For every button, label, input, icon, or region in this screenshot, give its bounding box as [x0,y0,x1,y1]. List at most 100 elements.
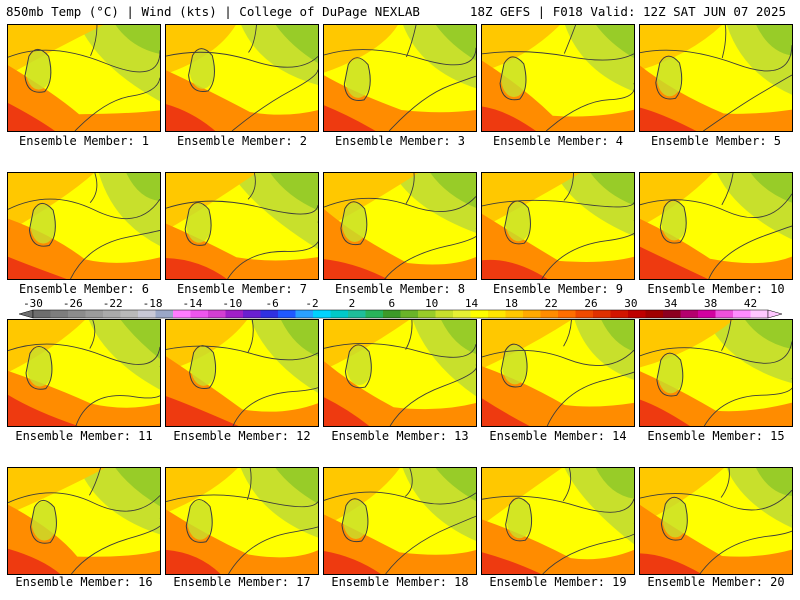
warm-region [482,468,562,526]
cool-region [745,320,792,349]
temperature-map [166,468,318,574]
boundary-line [324,47,476,66]
boundary-line [231,69,318,131]
colorbar-segment [68,310,86,318]
boundary-line [640,489,792,511]
run-valid-time: 18Z GEFS | F018 Valid: 12Z SAT JUN 07 20… [469,4,786,19]
hot-region [482,398,530,426]
colorbar-tick-label: -18 [143,297,163,310]
colorbar-tick-label: 10 [425,297,438,310]
coastline [563,25,577,54]
ensemble-map-panel [639,319,793,427]
boundary-line [324,491,476,505]
colorbar-segment [663,310,681,318]
hot-region [640,399,690,426]
cool-region [115,25,160,54]
colorbar-tick-label: -26 [63,297,83,310]
coastline [405,320,413,350]
ensemble-member-label: Ensemble Member: 2 [176,134,308,148]
boundary-line [482,349,634,366]
colorbar-tick-label: 2 [349,297,356,310]
hot-region [324,105,376,131]
cool-region [590,173,634,206]
ensemble-member-label: Ensemble Member: 20 [647,575,785,589]
temperature-map [640,25,792,131]
boundary-line [232,372,318,426]
colorbar-segment [190,310,209,318]
colorbar-segment [85,310,104,318]
terrain-cool-spot [656,57,683,97]
hot-region [8,256,67,279]
ensemble-map-panel [165,172,319,280]
cool-region [115,468,160,507]
warm-region [166,509,318,574]
boundary-line [166,51,318,68]
contour-line [343,57,371,101]
colorbar-segment [453,310,471,318]
ensemble-map-panel [7,319,161,427]
warm-region [482,519,634,574]
warm-region [166,70,318,131]
terrain-cool-spot [661,201,687,241]
terrain-cool-spot [502,345,528,385]
cool-region [441,320,476,355]
coastline [563,320,572,347]
hot-region [8,102,56,131]
ensemble-map-panel [7,172,161,280]
warm-region [8,25,104,76]
temperature-map [640,173,792,279]
terrain-cool-spot [31,501,58,541]
colorbar-segment [505,310,524,318]
cool-region [270,173,318,211]
temperature-map [482,25,634,131]
boundary-line [228,524,318,574]
warm-region [8,218,160,279]
contour-line [656,352,684,397]
cool-region [275,25,318,64]
colorbar-segment [523,310,541,318]
colorbar-tick-label: 22 [545,297,558,310]
coastline [89,320,96,349]
colorbar-segment [593,310,611,318]
colorbar-segment [330,310,349,318]
contour-line [341,498,369,543]
boundary-line [541,220,634,279]
warm-region [640,504,792,574]
cool-region [750,173,792,203]
warm-region [8,65,160,131]
colorbar-segment [365,310,384,318]
coastline [721,320,732,351]
coastline [89,173,98,203]
ensemble-member-label: Ensemble Member: 11 [15,429,153,443]
hot-region [8,548,61,574]
warm-region [640,25,723,71]
ensemble-member-label: Ensemble Member: 3 [334,134,466,148]
ensemble-map-panel [323,467,477,575]
boundary-line [482,51,634,61]
ensemble-member-label: Ensemble Member: 19 [489,575,627,589]
colorbar-segment [120,310,139,318]
contour-line [25,345,53,390]
warm-region [324,25,398,73]
ensemble-map-panel [639,24,793,132]
hot-region [166,396,239,426]
warm-region [166,223,318,279]
temperature-map [8,468,160,574]
colorbar-tick-label: -14 [183,297,203,310]
temperature-map [8,320,160,426]
hot-region [324,259,388,279]
temperature-map [640,468,792,574]
warm-region [324,75,476,131]
coastline [720,468,730,498]
boundary-line [71,517,160,574]
hot-region [482,259,548,279]
colorbar-tick-label: -10 [222,297,242,310]
ensemble-member-label: Ensemble Member: 10 [647,282,785,296]
ensemble-member-label: Ensemble Member: 4 [492,134,624,148]
cool-region [126,173,160,202]
coastline [248,25,257,53]
warm-region [482,25,560,72]
colorbar-segment [295,310,314,318]
colorbar-segment [278,310,296,318]
contour-line [344,344,372,389]
